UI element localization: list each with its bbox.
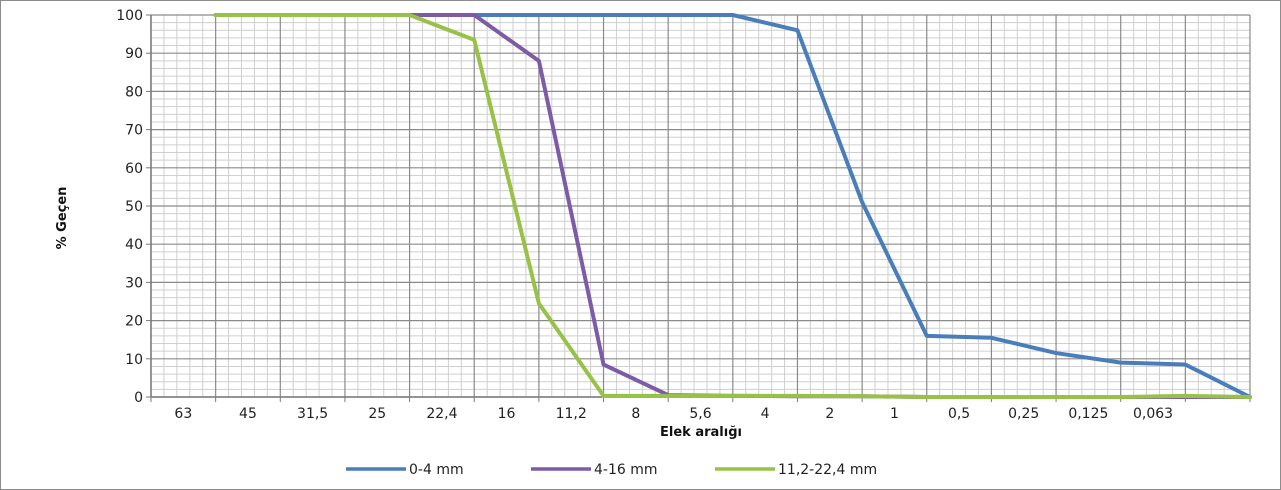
x-tick-label: 0,125 — [1068, 406, 1108, 422]
x-tick-label: 16 — [498, 406, 516, 422]
y-tick-label: 90 — [125, 46, 143, 62]
x-tick-label: 1 — [890, 406, 899, 422]
y-tick-labels: 0 10 20 30 40 50 60 70 80 90 100 — [116, 8, 143, 406]
y-tick-label: 0 — [134, 390, 143, 406]
series-line-3 — [213, 13, 1252, 399]
legend-label: 11,2-22,4 mm — [778, 462, 877, 478]
y-tick-label: 100 — [116, 8, 143, 24]
y-tick-label: 30 — [125, 275, 143, 291]
x-tick-label: 22,4 — [426, 406, 457, 422]
legend-label: 4-16 mm — [594, 462, 658, 478]
x-tick-label: 25 — [368, 406, 386, 422]
y-tick-label: 40 — [125, 237, 143, 253]
series-lines — [213, 13, 1252, 399]
x-tick-label: 0,063 — [1133, 406, 1173, 422]
x-tick-label: 5,6 — [689, 406, 711, 422]
legend: 0-4 mm 4-16 mm 11,2-22,4 mm — [346, 462, 877, 478]
legend-label: 0-4 mm — [409, 462, 464, 478]
x-tick-label: 11,2 — [556, 406, 587, 422]
major-gridlines — [150, 14, 1251, 398]
y-tick-label: 80 — [125, 84, 143, 100]
y-tick-label: 60 — [125, 161, 143, 177]
y-tick-label: 70 — [125, 123, 143, 139]
x-tick-labels: 63 45 31,5 25 22,4 16 11,2 8 5,6 4 2 1 0,5 0,25 0,125 0… — [174, 406, 1173, 422]
x-tick-label: 0,5 — [948, 406, 970, 422]
x-tick-label: 2 — [825, 406, 834, 422]
x-tick-label: 63 — [174, 406, 192, 422]
y-tick-label: 50 — [125, 199, 143, 215]
y-tick-label: 20 — [125, 314, 143, 330]
x-tick-label: 4 — [761, 406, 770, 422]
x-tick-label: 45 — [239, 406, 257, 422]
x-tick-label: 31,5 — [297, 406, 328, 422]
y-tick-label: 10 — [125, 352, 143, 368]
y-axis-title: % Geçen — [55, 187, 70, 250]
x-tick-label: 8 — [631, 406, 640, 422]
x-axis-title: Elek aralığı — [660, 425, 742, 440]
x-tick-label: 0,25 — [1008, 406, 1039, 422]
